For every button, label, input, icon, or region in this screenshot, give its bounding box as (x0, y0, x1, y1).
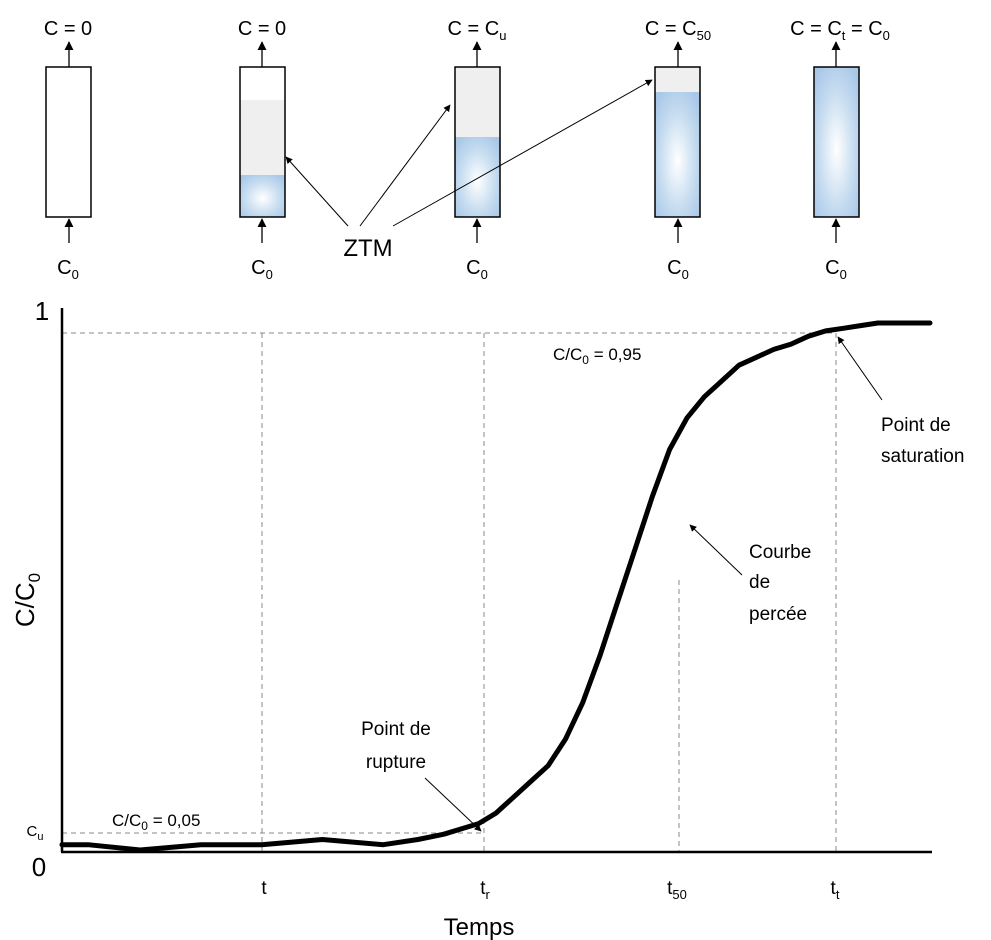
ztm-pointer-column-2 (285, 156, 349, 227)
x-tick-t: t (261, 878, 267, 899)
curve-point (651, 496, 653, 498)
curve-point (321, 839, 323, 840)
column-row: C = 0 C0 C = 0 C0 C = Cu C0 (44, 18, 890, 282)
breakthrough-chart: 1 0 Cu C/C0 t tr t50 tt Temps C/C0 = 0,0… (10, 296, 964, 940)
column-5-top-label: C = Ct = C0 (790, 18, 890, 43)
curve-point (512, 796, 514, 798)
annotation-rupture: Point de rupture (361, 719, 482, 832)
x-tick-tr: tr (480, 878, 490, 902)
ztm-pointer-column-4 (392, 79, 653, 227)
y-axis-label: C/C0 (10, 573, 44, 627)
curve-point (790, 343, 792, 345)
column-1: C = 0 C0 (44, 18, 92, 282)
column-2: C = 0 C0 (238, 18, 286, 282)
column-saturated-zone (455, 137, 500, 217)
curve-point (686, 417, 688, 419)
ratio-label-high: C/C0 = 0,95 (553, 345, 641, 367)
column-3-top-label: C = Cu (448, 18, 507, 43)
curve-point (582, 701, 584, 703)
column-5-bottom-label: C0 (825, 257, 847, 282)
curve-points (61, 322, 931, 851)
curve-point (808, 335, 809, 337)
annotation-saturation: Point de saturation (837, 336, 964, 467)
column-tube (813, 66, 860, 218)
annotation-courbe-arrow (689, 524, 743, 576)
column-2-top-label: C = 0 (238, 18, 286, 40)
column-1-top-label: C = 0 (44, 18, 92, 40)
column-5: C = Ct = C0 C0 (790, 18, 890, 282)
curve-point (417, 839, 419, 840)
curve-point (842, 327, 844, 329)
ztm-label: ZTM (343, 235, 392, 262)
breakthrough-curve (59, 320, 933, 853)
column-2-bottom-label: C0 (251, 257, 273, 282)
curve-point (478, 823, 480, 825)
curve-point (599, 654, 601, 656)
curve-point (460, 828, 462, 830)
curve-point (721, 380, 723, 382)
y-tick-cu: Cu (27, 823, 44, 843)
column-4: C = C50 C0 (645, 18, 711, 282)
curve-point (877, 322, 879, 324)
column-ztm-zone (455, 67, 500, 137)
annotation-courbe-line-3: percée (749, 604, 807, 625)
curve-point (929, 322, 931, 324)
curve-point (547, 765, 549, 767)
column-ztm-zone (240, 100, 285, 175)
y-tick-one: 1 (35, 296, 49, 326)
curve-point (87, 844, 89, 846)
curve-point (634, 549, 636, 551)
ratio-label-low: C/C0 = 0,05 (112, 811, 200, 833)
curve-point (564, 738, 566, 740)
curve-point (903, 322, 905, 324)
curve-point (61, 844, 63, 846)
curve-point (755, 356, 757, 358)
ztm-pointer-column-3 (359, 104, 451, 227)
annotation-rupture-arrow (424, 777, 482, 832)
curve-point (382, 844, 384, 846)
x-axis-label: Temps (444, 914, 515, 940)
column-tube (454, 66, 501, 218)
x-tick-t50: t50 (667, 878, 687, 902)
column-tube (654, 66, 701, 218)
curve-point (773, 348, 775, 350)
annotation-courbe-line-1: Courbe (749, 542, 811, 563)
annotation-saturation-arrow (837, 336, 883, 401)
column-tube (45, 66, 92, 218)
curve-point (495, 812, 497, 814)
curve-point (703, 396, 705, 398)
curve-point (669, 449, 671, 450)
annotation-saturation-line-1: Point de (881, 415, 951, 436)
column-ztm-zone (655, 67, 700, 92)
curve-point (860, 325, 862, 327)
x-tick-tt: tt (831, 878, 840, 902)
column-4-top-label: C = C50 (645, 18, 711, 43)
column-tube (239, 66, 286, 218)
curve-point (139, 849, 141, 851)
annotation-courbe-line-2: de (749, 572, 770, 593)
annotation-rupture-line-1: Point de (361, 719, 431, 740)
annotation-courbe: Courbe de percée (689, 524, 811, 625)
column-saturated-zone (240, 175, 285, 217)
curve-point (825, 330, 827, 332)
curve-point (738, 364, 740, 366)
curve-point (261, 844, 263, 846)
curve-point (617, 601, 618, 603)
column-4-bottom-label: C0 (667, 257, 689, 282)
guide-lines (62, 332, 837, 851)
column-3-bottom-label: C0 (466, 257, 488, 282)
curve-point (200, 844, 202, 846)
curve-point (443, 833, 445, 835)
column-3: C = Cu C0 (448, 18, 507, 282)
annotation-rupture-line-2: rupture (366, 752, 426, 773)
annotation-saturation-line-2: saturation (881, 446, 964, 467)
y-tick-zero: 0 (32, 852, 46, 882)
column-1-bottom-label: C0 (57, 257, 79, 282)
curve-point (530, 781, 532, 782)
column-saturated-zone (655, 92, 700, 217)
